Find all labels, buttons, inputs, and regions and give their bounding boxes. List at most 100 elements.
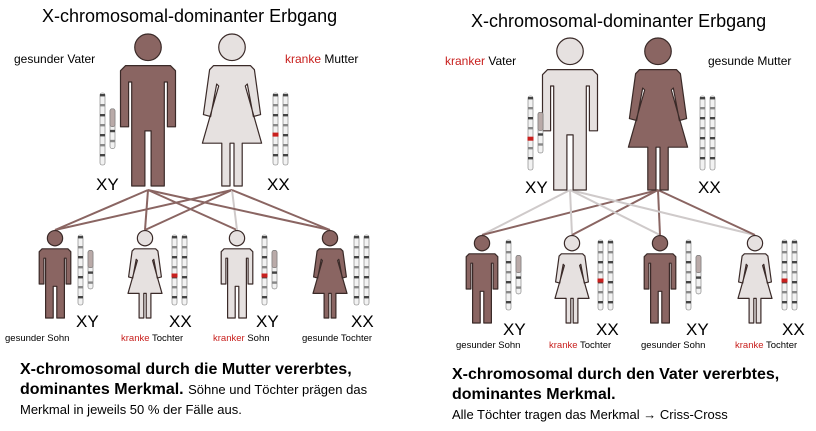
right-mother-figure — [627, 37, 689, 191]
right-mother-status: gesunde — [708, 54, 755, 68]
right-child-2-status: kranke — [549, 340, 578, 351]
left-child-4-status: gesunde — [302, 333, 339, 344]
right-father-chromosomes-y — [537, 111, 544, 154]
left-child-4-figure — [312, 229, 348, 319]
left-child-3-label: kranker Sohn — [213, 333, 270, 344]
left-child-3-status: kranker — [213, 333, 245, 344]
left-child-1-label: gesunder Sohn — [5, 333, 69, 344]
left-mother-chromosomes-x2 — [282, 92, 289, 166]
left-father-figure — [119, 33, 177, 187]
right-child-1-label: gesunder Sohn — [456, 340, 520, 351]
right-father-link-3 — [569, 189, 661, 236]
right-child-3-chromosomes — [685, 239, 702, 311]
left-child-1-figure — [38, 229, 72, 319]
left-child-4-role: Tochter — [340, 333, 373, 344]
left-child-3-figure — [220, 229, 254, 319]
left-mother-chromosomes-x1 — [272, 92, 279, 166]
left-child-3-chromosomes — [261, 234, 278, 306]
left-child-2-genotype: XX — [169, 312, 192, 331]
right-father-link-4 — [569, 189, 756, 236]
right-child-4-figure — [737, 234, 773, 324]
left-mother-label: kranke Mutter — [285, 52, 358, 66]
left-mother-status: kranke — [285, 52, 322, 66]
left-child-4-chromosomes-x1 — [353, 234, 360, 306]
right-father-chromosomes — [527, 95, 544, 171]
right-child-1-chromosomes-x — [505, 239, 512, 311]
right-child-1-role: Sohn — [498, 340, 521, 351]
right-child-2-chromosomes-x1 — [597, 239, 604, 311]
right-father-role: Vater — [488, 54, 517, 68]
right-child-3-label: gesunder Sohn — [641, 340, 705, 351]
left-mother-link-2 — [144, 189, 233, 231]
right-father-link-2 — [569, 189, 573, 236]
right-father-genotype: XY — [525, 178, 548, 197]
right-child-1-figure — [465, 234, 499, 324]
left-father-status: gesunder — [14, 52, 65, 66]
left-mother-genotype: XX — [267, 175, 290, 194]
right-child-1-genotype: XY — [503, 320, 526, 339]
right-mother-chromosomes-x2 — [709, 95, 716, 171]
right-mother-link-4 — [657, 189, 756, 236]
left-mother-link-4 — [231, 189, 331, 231]
left-mother-chromosomes — [272, 92, 289, 166]
left-child-1-chromosomes-y — [87, 250, 94, 290]
left-father-link-2 — [144, 189, 149, 231]
right-child-4-chromosomes-x2 — [791, 239, 798, 311]
right-child-4-genotype: XX — [782, 320, 805, 339]
right-child-4-label: kranke Tochter — [735, 340, 797, 351]
left-child-1-genotype: XY — [76, 312, 99, 331]
left-child-4-genotype: XX — [351, 312, 374, 331]
left-father-genotype: XY — [96, 175, 119, 194]
left-child-2-status: kranke — [121, 333, 150, 344]
left-title: X-chromosomal-dominanter Erbgang — [42, 6, 338, 26]
right-child-3-chromosomes-x — [685, 239, 692, 311]
right-father-figure — [541, 37, 599, 191]
right-child-2-label: kranke Tochter — [549, 340, 611, 351]
left-mother-link-1 — [54, 189, 233, 231]
left-child-2-figure — [127, 229, 163, 319]
right-child-2-chromosomes-x2 — [607, 239, 614, 311]
right-mother-chromosomes — [699, 95, 716, 171]
left-father-chromosomes-x — [99, 92, 106, 166]
right-child-3-role: Sohn — [683, 340, 706, 351]
right-child-4-role: Tochter — [765, 340, 798, 351]
left-child-4-chromosomes — [353, 234, 370, 306]
left-child-2-chromosomes-x1 — [171, 234, 178, 306]
left-father-link-3 — [147, 189, 238, 231]
left-child-2-label: kranke Tochter — [121, 333, 183, 344]
right-child-1-status: gesunder — [456, 340, 496, 351]
left-caption: X-chromosomal durch die Mutter vererbtes… — [20, 360, 405, 420]
right-child-4-status: kranke — [735, 340, 764, 351]
right-mother-role: Mutter — [757, 54, 792, 68]
left-father-role: Vater — [67, 52, 96, 66]
left-child-3-chromosomes-x — [261, 234, 268, 306]
right-mother-chromosomes-x1 — [699, 95, 706, 171]
left-child-1-chromosomes-x — [77, 234, 84, 306]
right-child-2-figure — [554, 234, 590, 324]
left-father-link-1 — [54, 189, 149, 231]
left-child-1-role: Sohn — [47, 333, 70, 344]
right-child-2-role: Tochter — [579, 340, 612, 351]
left-child-3-chromosomes-y — [271, 250, 278, 290]
right-mother-label: gesunde Mutter — [708, 54, 791, 68]
right-caption-tail: Criss-Cross — [659, 407, 728, 422]
left-child-2-chromosomes-x2 — [181, 234, 188, 306]
left-mother-figure — [201, 33, 263, 187]
right-child-3-status: gesunder — [641, 340, 681, 351]
left-child-3-role: Sohn — [247, 333, 270, 344]
left-child-2-chromosomes — [171, 234, 188, 306]
left-child-1-status: gesunder — [5, 333, 45, 344]
right-child-3-chromosomes-y — [695, 255, 702, 295]
right-caption-normal: Alle Töchter tragen das Merkmal — [452, 407, 640, 422]
left-child-2-role: Tochter — [151, 333, 184, 344]
right-mother-genotype: XX — [698, 178, 721, 197]
right-father-status: kranker — [445, 54, 486, 68]
right-caption: X-chromosomal durch den Vater vererbtes,… — [452, 365, 812, 425]
left-child-4-label: gesunde Tochter — [302, 333, 372, 344]
right-caption-bold: X-chromosomal durch den Vater vererbtes,… — [452, 366, 780, 403]
right-caption-line: Alle Töchter tragen das Merkmal → Criss-… — [452, 405, 812, 425]
left-father-chromosomes-y — [109, 108, 116, 149]
right-father-chromosomes-x — [527, 95, 534, 171]
